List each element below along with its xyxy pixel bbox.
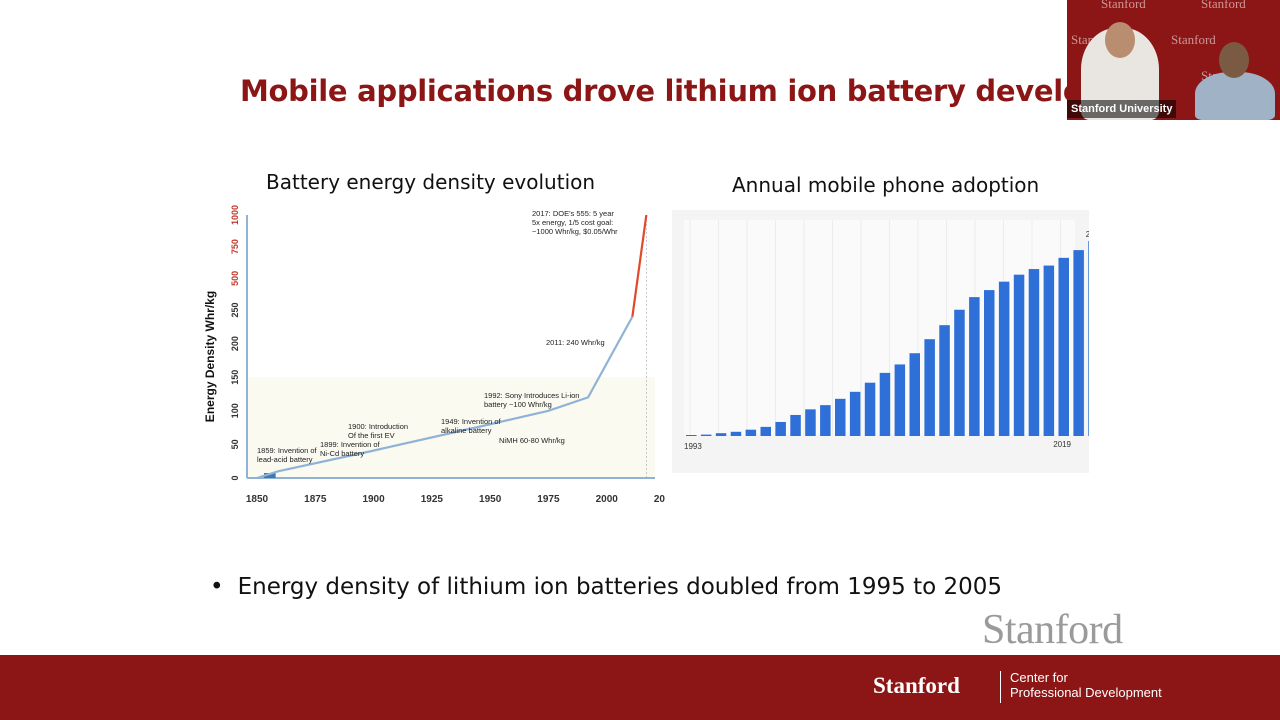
annotation-line: alkaline battery (441, 426, 492, 435)
bullet-dot: • (210, 574, 224, 600)
bar (835, 398, 846, 436)
annotation-line: 2017: DOE's 555: 5 year (532, 209, 614, 218)
bar (805, 409, 816, 436)
annotation-text: 2017: DOE's 555: 5 year 5x energy, 1/5 co… (532, 209, 618, 236)
y-tick-label: 50 (230, 439, 240, 449)
bar (790, 414, 801, 436)
annotation-line: ~1000 Whr/kg, $0.05/Whr (532, 227, 618, 236)
annotation-text: 1899: Invention of Ni-Cd battery (320, 440, 381, 458)
series-line-0 (256, 316, 634, 480)
bar (849, 391, 861, 436)
annotation-text: 1900: Introduction Of the first EV (348, 422, 408, 440)
bar (1088, 241, 1089, 436)
footer-center-name: Center for Professional Development (1010, 670, 1162, 700)
x-start-label: 1993 (684, 442, 702, 451)
footer-line-1: Center for (1010, 670, 1068, 685)
bullet-point: • Energy density of lithium ion batteries… (210, 574, 1002, 600)
annotation-line: 2011: 240 Whr/kg (546, 338, 605, 347)
bar (730, 431, 742, 436)
bar (1073, 250, 1084, 436)
series-line-1 (631, 214, 648, 317)
x-tick-label: 1875 (304, 494, 327, 505)
annotation-line: 1859: Invention of (257, 446, 318, 455)
annotation-text: 2011: 240 Whr/kg (546, 338, 605, 347)
annotation-line: 1899: Invention of (320, 440, 381, 449)
annotation-line: 1992: Sony Introduces Li-ion (484, 391, 579, 400)
stanford-wordmark-logo: Stanford (982, 607, 1123, 653)
footer-stanford-logo: Stanford (873, 673, 960, 698)
bar (984, 290, 995, 436)
right-chart-title: Annual mobile phone adoption (732, 173, 1040, 197)
mobile-adoption-chart: 1993 2019 2.78 (672, 210, 1089, 473)
y-tick-label: 250 (230, 302, 240, 317)
footer-line-2: Professional Development (1010, 685, 1162, 700)
plot-background-band (247, 377, 655, 478)
left-chart-title: Battery energy density evolution (266, 170, 596, 194)
y-tick-label: 750 (230, 239, 240, 254)
bar (775, 421, 786, 436)
bar (1013, 274, 1025, 436)
x-tick-label: 1900 (362, 494, 385, 505)
x-tick-label: 2000 (596, 494, 619, 505)
bar (700, 434, 712, 436)
annotation-text: NiMH 60-80 Whr/kg (499, 436, 565, 445)
annotation-line: 5x energy, 1/5 cost goal: (532, 218, 613, 227)
video-name-badge: Stanford University (1067, 100, 1177, 118)
bar (1043, 265, 1055, 436)
bar (745, 429, 757, 436)
battery-energy-density-chart: 0 50 100 150 200 250 500 750 1000 Energy Density … (203, 205, 665, 505)
x-tick-label: 1975 (537, 494, 560, 505)
bar (879, 372, 891, 436)
y-tick-label: 0 (230, 475, 240, 480)
y-tick-label: 1000 (230, 205, 240, 225)
slide-title: Mobile applications drove lithium ion ba… (240, 74, 1187, 108)
bar-value-label: 2.78 (1086, 230, 1089, 239)
presenter-right-head (1219, 42, 1249, 78)
annotation-line: 1900: Introduction (348, 422, 408, 431)
annotation-line: 1949: Invention of (441, 417, 502, 426)
bar (1028, 269, 1040, 436)
bar (760, 426, 771, 436)
y-tick-label: 150 (230, 370, 240, 385)
webcam-video-panel[interactable]: Stanford Stanford Stanford Stanford Stan… (1067, 0, 1280, 120)
annotation-text: 1992: Sony Introduces Li-ion battery ~100… (484, 391, 579, 409)
presenter-right (1195, 72, 1275, 120)
annotation-line: Of the first EV (348, 431, 395, 440)
bar (909, 353, 920, 436)
x-tick-label: 1925 (421, 494, 444, 505)
y-tick-label: 200 (230, 336, 240, 351)
bar (939, 325, 950, 436)
bar (998, 281, 1010, 436)
annotation-line: NiMH 60-80 Whr/kg (499, 436, 565, 445)
annotation-line: lead-acid battery (257, 455, 313, 464)
annotation-text: 1859: Invention of lead-acid battery (257, 446, 318, 464)
bar (969, 297, 980, 436)
bar (715, 433, 727, 436)
annotation-line: Ni-Cd battery (320, 449, 364, 458)
x-tick-label: 1950 (479, 494, 502, 505)
bar (1058, 257, 1069, 436)
bar (864, 382, 876, 436)
footer-bar: Stanford Center for Professional Develop… (0, 655, 1280, 720)
plot-background (684, 220, 1075, 435)
y-axis-label: Energy Density Whr/kg (203, 291, 217, 422)
x-tick-label: 2025 (654, 494, 665, 505)
bar (686, 435, 697, 436)
footer-divider (1000, 671, 1001, 703)
annotation-line: battery ~100 Whr/kg (484, 400, 552, 409)
y-tick-label: 100 (230, 403, 240, 418)
bar (924, 339, 935, 436)
annotation-text: 1949: Invention of alkaline battery (441, 417, 502, 435)
bar (820, 405, 831, 436)
presenter-left-head (1105, 22, 1135, 58)
y-tick-label: 500 (230, 271, 240, 286)
x-end-label: 2019 (1053, 440, 1071, 449)
bullet-text: Energy density of lithium ion batteries … (237, 574, 1003, 600)
bar (894, 364, 906, 436)
bar (954, 309, 965, 436)
start-marker (263, 473, 276, 478)
x-tick-label: 1850 (246, 494, 269, 505)
